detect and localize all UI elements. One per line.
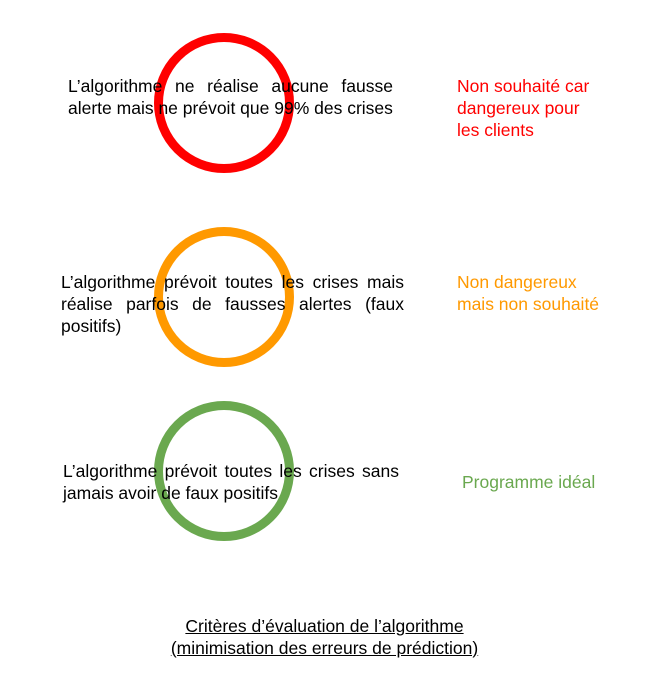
case-2-description: L’algorithme prévoit toutes les crises m… xyxy=(61,272,404,336)
case-1-verdict: Non souhaité car dangereux pour les clie… xyxy=(457,75,637,141)
case-3-verdict-line: Programme idéal xyxy=(462,472,596,492)
case-2-verdict-line: mais non souhaité xyxy=(457,294,600,314)
case-3-description: L’algorithme prévoit toutes les crises s… xyxy=(63,461,399,503)
case-3-verdict: Programme idéal xyxy=(462,471,642,493)
case-2-verdict-line: Non dangereux xyxy=(457,272,577,292)
caption-line-1: Critères d’évaluation de l’algorithme xyxy=(185,616,464,636)
red-circle xyxy=(154,33,294,173)
orange-circle xyxy=(154,227,294,367)
case-1-verdict-line: dangereux pour xyxy=(457,98,580,118)
green-circle xyxy=(154,401,294,541)
caption-line-2: (minimisation des erreurs de prédiction) xyxy=(170,638,479,658)
case-1-verdict-line: les clients xyxy=(457,120,534,140)
case-1-description: L’algorithme ne réalise aucune fausse al… xyxy=(68,76,393,118)
case-2-verdict: Non dangereux mais non souhaité xyxy=(457,271,637,315)
case-1-verdict-line: Non souhaité car xyxy=(457,76,590,96)
figure-caption: Critères d’évaluation de l’algorithme (m… xyxy=(0,615,649,659)
